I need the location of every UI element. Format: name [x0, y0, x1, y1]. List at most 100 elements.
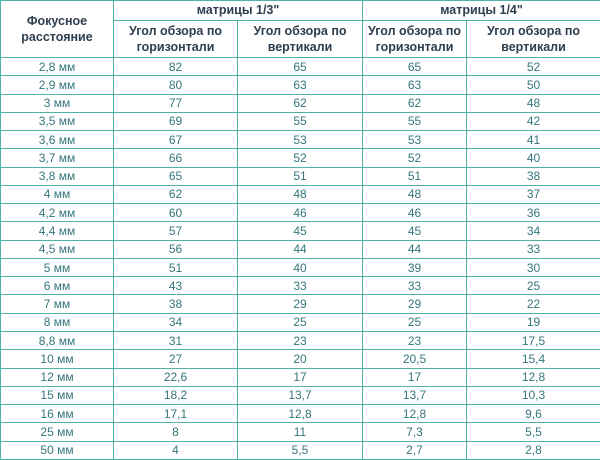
angle-value-cell: 29	[362, 294, 467, 314]
table-row: 15 мм 18,2 13,7 13,7 10,3	[0, 385, 600, 406]
angle-value-cell: 62	[113, 184, 238, 205]
table-row: 7 мм 38 29 29 22	[0, 294, 600, 314]
focal-distance-header: Фокусное расстояние	[0, 0, 114, 58]
horizontal-angle-header-13: Угол обзора по горизонтали	[113, 20, 238, 58]
angle-value-cell: 42	[466, 111, 600, 132]
focal-length-cell: 25 мм	[0, 422, 114, 442]
table-row: 12 мм 22,6 17 17 12,8	[0, 367, 600, 387]
angle-value-cell: 33	[362, 276, 467, 296]
angle-value-cell: 30	[466, 257, 600, 278]
angle-value-cell: 67	[113, 130, 238, 150]
table-row: 25 мм 8 11 7,3 5,5	[0, 422, 600, 442]
focal-length-cell: 5 мм	[0, 257, 114, 278]
angle-value-cell: 80	[113, 75, 238, 95]
angle-value-cell: 33	[466, 239, 600, 259]
angle-value-cell: 8	[113, 422, 238, 442]
angle-value-cell: 62	[237, 93, 363, 113]
sub-header-row: Угол обзора по горизонтали Угол обзора п…	[1, 20, 600, 58]
angle-value-cell: 56	[113, 239, 238, 259]
angle-value-cell: 65	[237, 56, 363, 77]
focal-length-cell: 3 мм	[0, 93, 114, 113]
table-row: 3,8 мм 65 51 51 38	[0, 166, 600, 186]
angle-value-cell: 2,7	[362, 440, 467, 460]
focal-length-cell: 8,8 мм	[0, 330, 114, 351]
angle-value-cell: 55	[362, 111, 467, 132]
angle-value-cell: 12,8	[237, 404, 363, 424]
focal-length-cell: 50 мм	[0, 440, 114, 460]
focal-length-cell: 2,8 мм	[0, 56, 114, 77]
angle-value-cell: 51	[362, 166, 467, 186]
angle-value-cell: 40	[237, 257, 363, 278]
table-row: 6 мм 43 33 33 25	[0, 276, 600, 296]
table-row: 50 мм 4 5,5 2,7 2,8	[0, 440, 600, 460]
angle-value-cell: 13,7	[237, 385, 363, 406]
table-row: 4,2 мм 60 46 46 36	[0, 203, 600, 223]
angle-value-cell: 17	[237, 367, 363, 387]
angle-value-cell: 46	[237, 203, 363, 223]
horizontal-angle-header-14: Угол обзора по горизонтали	[362, 20, 467, 58]
table-row: 8 мм 34 25 25 19	[0, 312, 600, 332]
angle-value-cell: 25	[237, 312, 363, 332]
table-row: 2,8 мм 82 65 65 52	[0, 56, 600, 77]
angle-value-cell: 17	[362, 367, 467, 387]
matrix-one-third-header: матрицы 1/3"	[113, 0, 363, 21]
matrix-one-quarter-header: матрицы 1/4"	[362, 0, 600, 21]
angle-value-cell: 60	[113, 203, 238, 223]
focal-length-cell: 12 мм	[0, 367, 114, 387]
angle-value-cell: 41	[466, 130, 600, 150]
table-row: 3 мм 77 62 62 48	[0, 93, 600, 113]
angle-value-cell: 69	[113, 111, 238, 132]
table-row: 2,9 мм 80 63 63 50	[0, 75, 600, 95]
table-row: 3,7 мм 66 52 52 40	[0, 148, 600, 168]
angle-value-cell: 31	[113, 330, 238, 351]
angle-value-cell: 66	[113, 148, 238, 168]
angle-value-cell: 48	[237, 184, 363, 205]
angle-value-cell: 63	[237, 75, 363, 95]
angle-value-cell: 5,5	[466, 422, 600, 442]
angle-value-cell: 45	[362, 221, 467, 241]
angle-value-cell: 44	[362, 239, 467, 259]
angle-value-cell: 4	[113, 440, 238, 460]
focal-length-cell: 4,2 мм	[0, 203, 114, 223]
angle-value-cell: 52	[362, 148, 467, 168]
focal-length-cell: 4,4 мм	[0, 221, 114, 241]
angle-value-cell: 62	[362, 93, 467, 113]
angle-value-cell: 38	[113, 294, 238, 314]
angle-value-cell: 82	[113, 56, 238, 77]
angle-value-cell: 57	[113, 221, 238, 241]
angle-value-cell: 10,3	[466, 385, 600, 406]
table-row: 3,6 мм 67 53 53 41	[0, 130, 600, 150]
angle-value-cell: 23	[237, 330, 363, 351]
table-row: 4,4 мм 57 45 45 34	[0, 221, 600, 241]
group-header-row: Фокусное расстояние матрицы 1/3" матрицы…	[0, 0, 600, 58]
angle-value-cell: 23	[362, 330, 467, 351]
angle-value-cell: 27	[113, 349, 238, 369]
table-body: 2,8 мм 82 65 65 52 2,9 мм 80 63 63 50 3 мм 77 62 62 48…	[0, 56, 600, 460]
table-row: 16 мм 17,1 12,8 12,8 9,6	[0, 404, 600, 424]
focal-length-cell: 10 мм	[0, 349, 114, 369]
angle-value-cell: 18,2	[113, 385, 238, 406]
angle-value-cell: 51	[237, 166, 363, 186]
focal-length-cell: 3,5 мм	[0, 111, 114, 132]
angle-value-cell: 55	[237, 111, 363, 132]
angle-value-cell: 2,8	[466, 440, 600, 460]
angle-value-cell: 11	[237, 422, 363, 442]
angle-value-cell: 34	[113, 312, 238, 332]
angle-value-cell: 45	[237, 221, 363, 241]
focal-length-cell: 2,9 мм	[0, 75, 114, 95]
angle-value-cell: 12,8	[362, 404, 467, 424]
angle-value-cell: 15,4	[466, 349, 600, 369]
table-row: 5 мм 51 40 39 30	[0, 257, 600, 278]
angle-value-cell: 20,5	[362, 349, 467, 369]
vertical-angle-header-13: Угол обзора по вертикали	[237, 20, 363, 58]
angle-value-cell: 77	[113, 93, 238, 113]
angle-value-cell: 34	[466, 221, 600, 241]
focal-length-cell: 6 мм	[0, 276, 114, 296]
angle-value-cell: 22	[466, 294, 600, 314]
vertical-angle-header-14: Угол обзора по вертикали	[466, 20, 600, 58]
focal-length-cell: 7 мм	[0, 294, 114, 314]
table-header: Фокусное расстояние матрицы 1/3" матрицы…	[0, 0, 600, 58]
angle-value-cell: 48	[466, 93, 600, 113]
angle-value-cell: 38	[466, 166, 600, 186]
